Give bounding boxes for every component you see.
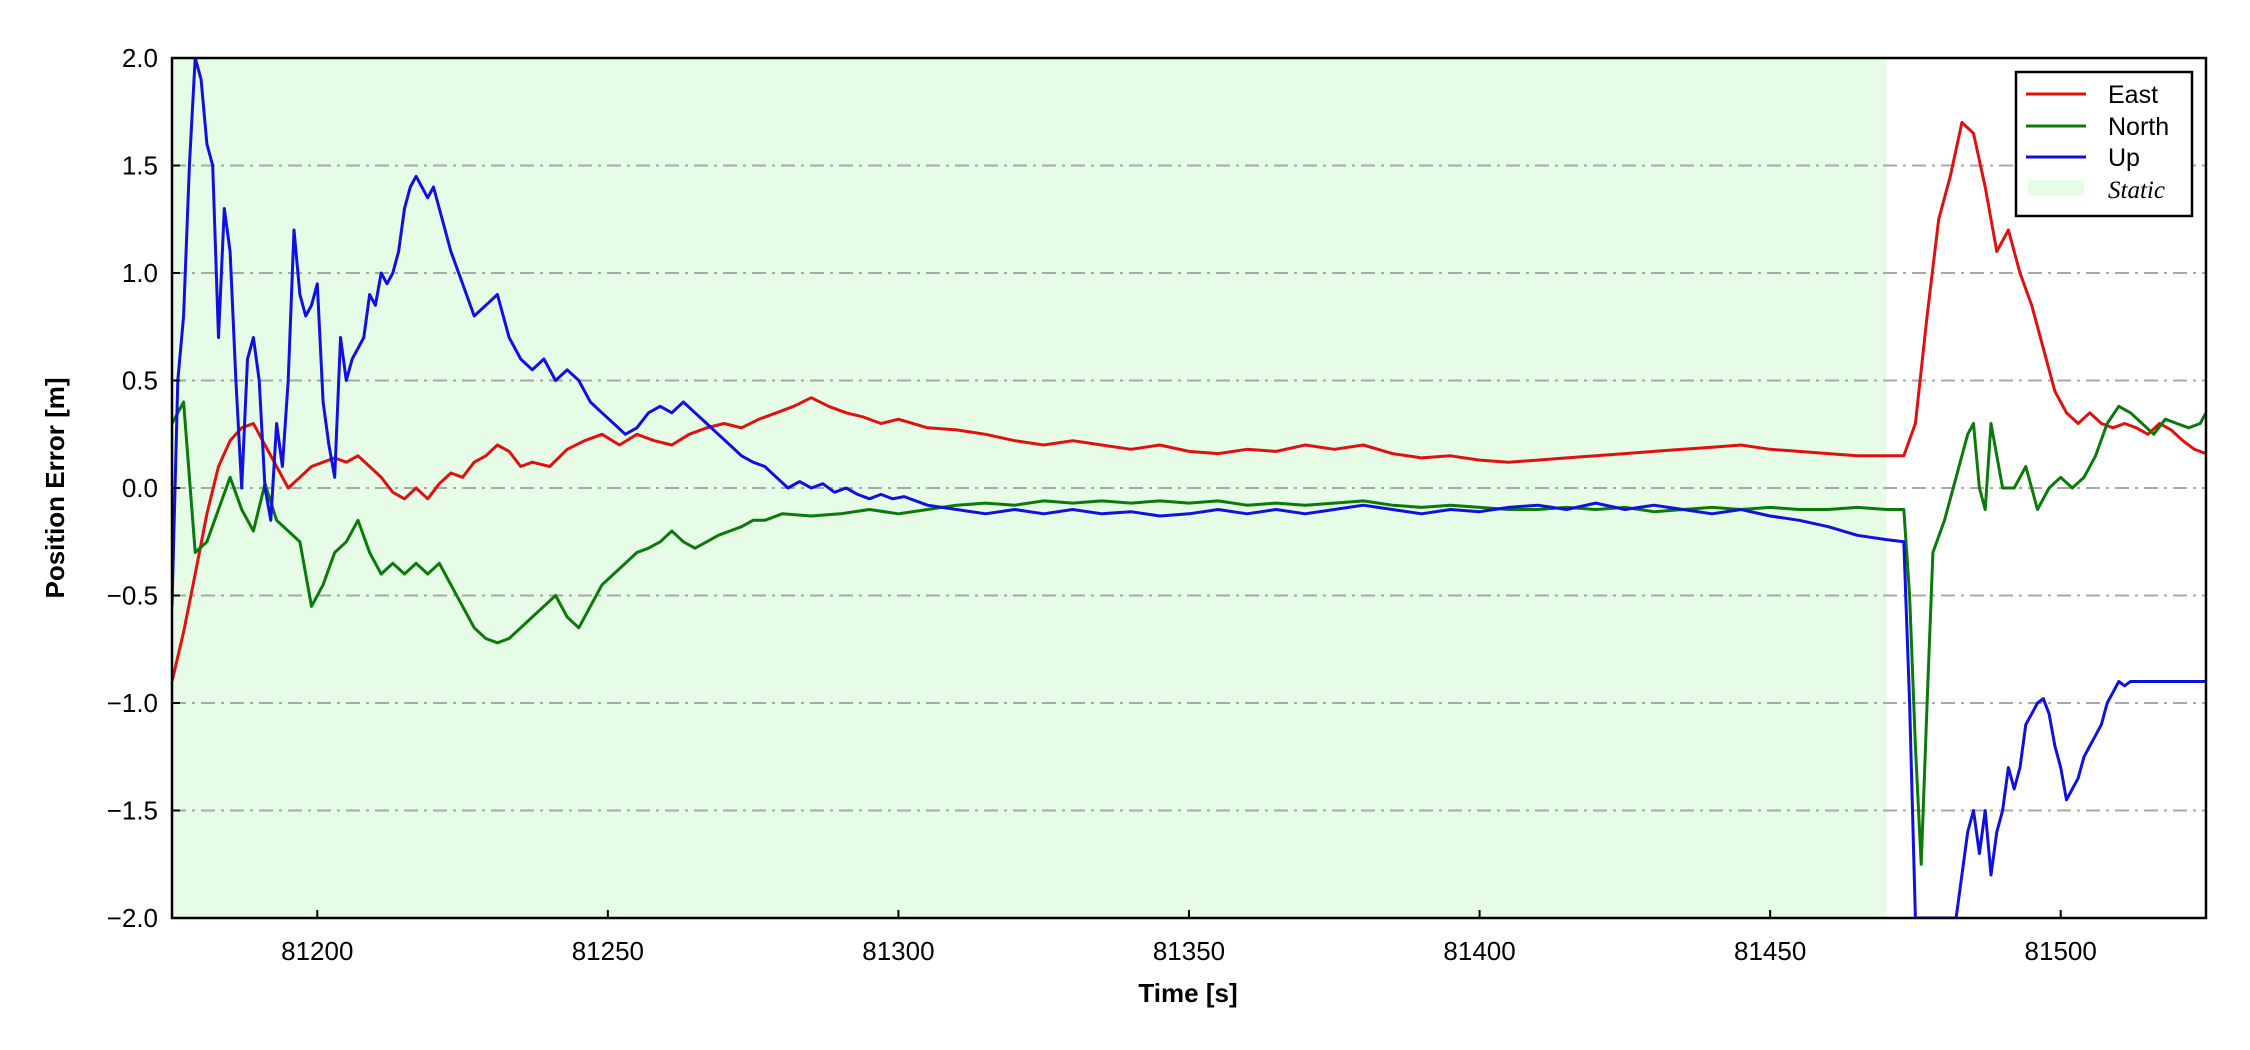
series-line-east	[172, 121, 2206, 682]
legend-label-up: Up	[2108, 144, 2140, 172]
y-tick-label: 1.5	[122, 151, 158, 181]
y-axis-title: Position Error [m]	[40, 377, 70, 598]
y-tick-label: −0.5	[107, 581, 158, 611]
y-tick-label: 1.0	[122, 258, 158, 288]
y-gridlines	[172, 164, 2206, 812]
legend-label-north: North	[2108, 113, 2169, 141]
series-line-north	[172, 400, 2206, 866]
legend-swatch-static	[2028, 180, 2084, 196]
x-axis: 81200 81250 81300 81350 81400 81450 81500	[281, 910, 2097, 966]
series-line-up	[172, 58, 2206, 918]
y-tick-label: 0.5	[122, 366, 158, 396]
x-tick-label: 81450	[1734, 936, 1806, 966]
y-tick-label: −1.5	[107, 796, 158, 826]
x-tick-label: 81400	[1443, 936, 1515, 966]
y-tick-label: 2.0	[122, 43, 158, 73]
x-axis-title: Time [s]	[1138, 978, 1237, 1008]
x-tick-label: 81300	[862, 936, 934, 966]
y-tick-label: −2.0	[107, 903, 158, 933]
x-tick-label: 81350	[1153, 936, 1225, 966]
legend-label-east: East	[2108, 81, 2158, 109]
x-tick-label: 81250	[572, 936, 644, 966]
series-layer	[172, 58, 2206, 918]
legend: East North Up Static	[2014, 70, 2194, 218]
x-tick-label: 81500	[2025, 936, 2097, 966]
y-tick-label: 0.0	[122, 473, 158, 503]
y-axis: 2.0 1.5 1.0 0.5 0.0 −0.5 −1.0 −1.5 −2.0	[107, 43, 180, 933]
legend-label-static: Static	[2108, 177, 2165, 204]
x-tick-label: 81200	[281, 936, 353, 966]
y-tick-label: −1.0	[107, 688, 158, 718]
